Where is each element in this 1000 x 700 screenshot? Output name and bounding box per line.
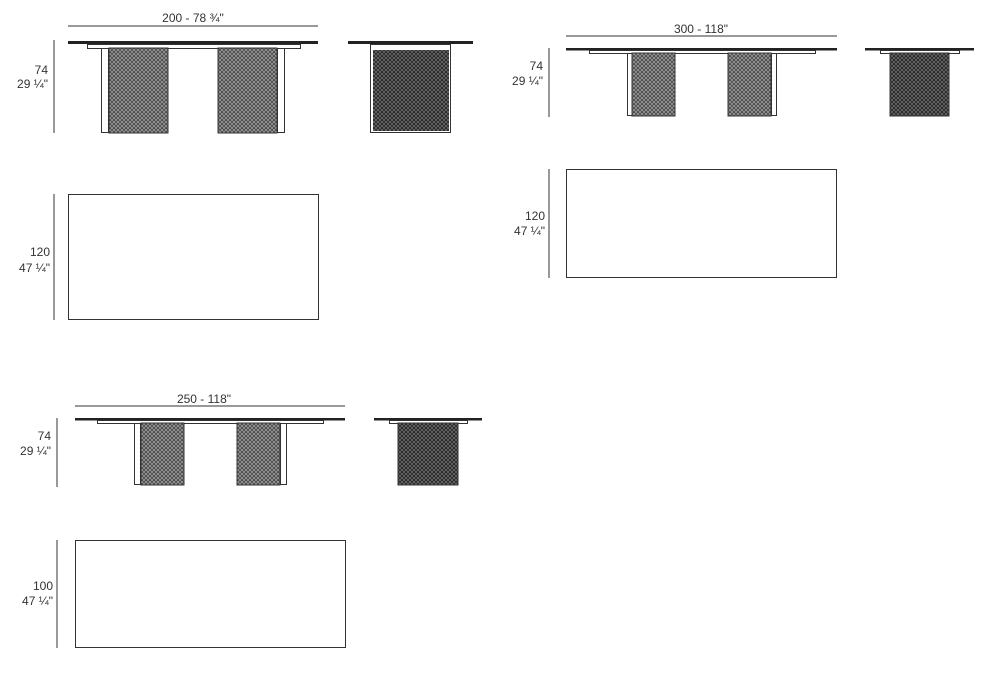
mesh-panel-right xyxy=(727,52,772,117)
leg-post xyxy=(277,48,285,133)
leg-post xyxy=(771,53,777,116)
table-top-outline xyxy=(68,194,319,320)
height-cm: 74 xyxy=(35,63,49,77)
table-top xyxy=(566,48,837,51)
table-300-plan-view: 120 47 ¼" xyxy=(514,169,837,278)
mesh-panel-right xyxy=(236,422,281,486)
height-cm: 74 xyxy=(38,429,52,443)
width-label: 250 - 118" xyxy=(177,392,231,406)
table-top xyxy=(68,41,318,44)
depth-cm: 120 xyxy=(30,245,50,259)
apron xyxy=(589,50,816,54)
table-top-outline xyxy=(566,169,837,278)
depth-in: 47 ¼" xyxy=(514,224,545,238)
table-200-plan-view: 120 47 ¼" xyxy=(19,194,319,320)
apron xyxy=(87,44,301,49)
mesh-panel xyxy=(889,52,950,117)
leg-post xyxy=(101,48,109,133)
table-250-side-view xyxy=(374,418,482,486)
height-in: 29 ¼" xyxy=(20,444,51,458)
leg-post xyxy=(280,423,287,485)
mesh-panel xyxy=(373,50,449,131)
width-label: 300 - 118" xyxy=(674,22,728,36)
table-200-side-view xyxy=(348,41,473,133)
mesh-panel-left xyxy=(108,47,169,134)
mesh-panel-left xyxy=(140,422,185,486)
table-250-plan-view: 100 47 ¼" xyxy=(22,540,346,648)
depth-cm: 120 xyxy=(525,209,545,223)
table-250-front-view: 250 - 118" 74 29 ¼" xyxy=(20,392,345,487)
table-300-front-view: 300 - 118" 74 29 ¼" xyxy=(512,22,837,117)
leg-post xyxy=(134,423,141,485)
depth-in: 47 ¼" xyxy=(19,261,50,275)
height-in: 29 ¼" xyxy=(17,77,48,91)
width-label: 200 - 78 ¾" xyxy=(162,11,224,25)
table-top-outline xyxy=(75,540,346,648)
mesh-panel xyxy=(397,422,459,486)
table-top xyxy=(865,48,974,51)
apron xyxy=(97,420,324,424)
table-top xyxy=(75,418,345,421)
mesh-panel-right xyxy=(217,47,278,134)
mesh-panel-left xyxy=(631,52,676,117)
height-in: 29 ¼" xyxy=(512,74,543,88)
table-top xyxy=(348,41,473,44)
base-frame xyxy=(370,44,451,133)
depth-in: 47 ¼" xyxy=(22,594,53,608)
table-top xyxy=(374,418,482,421)
table-200-front-view: 200 - 78 ¾" 74 29 ¼" xyxy=(17,11,318,134)
table-300-side-view xyxy=(865,48,974,117)
height-cm: 74 xyxy=(530,59,544,73)
depth-cm: 100 xyxy=(33,579,53,593)
